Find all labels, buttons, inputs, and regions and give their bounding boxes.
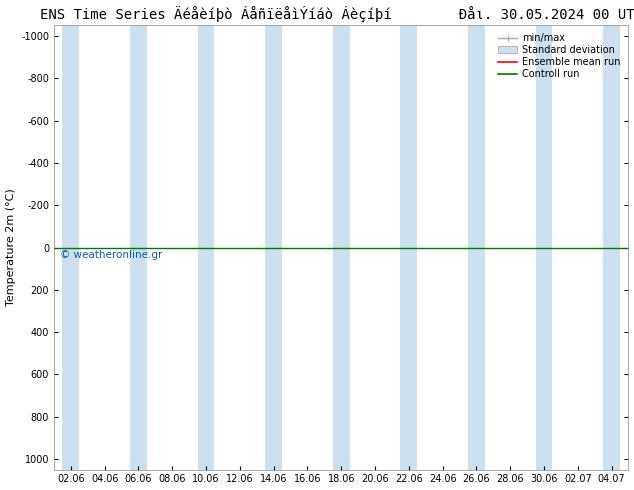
Bar bbox=[536, 25, 552, 469]
Bar bbox=[265, 25, 282, 469]
Bar bbox=[400, 25, 417, 469]
Bar bbox=[62, 25, 79, 469]
Title: ENS Time Series Äéåèíþò ÁåñïëåìÝíáò Áèçíþí        Ðåι. 30.05.2024 00 UTC: ENS Time Series Äéåèíþò ÁåñïëåìÝíáò Áèçí… bbox=[40, 5, 634, 22]
Bar bbox=[198, 25, 214, 469]
Y-axis label: Temperature 2m (°C): Temperature 2m (°C) bbox=[6, 189, 16, 306]
Bar bbox=[468, 25, 485, 469]
Bar bbox=[333, 25, 350, 469]
Bar bbox=[130, 25, 147, 469]
Legend: min/max, Standard deviation, Ensemble mean run, Controll run: min/max, Standard deviation, Ensemble me… bbox=[495, 30, 624, 82]
Bar bbox=[603, 25, 620, 469]
Text: © weatheronline.gr: © weatheronline.gr bbox=[60, 250, 162, 260]
